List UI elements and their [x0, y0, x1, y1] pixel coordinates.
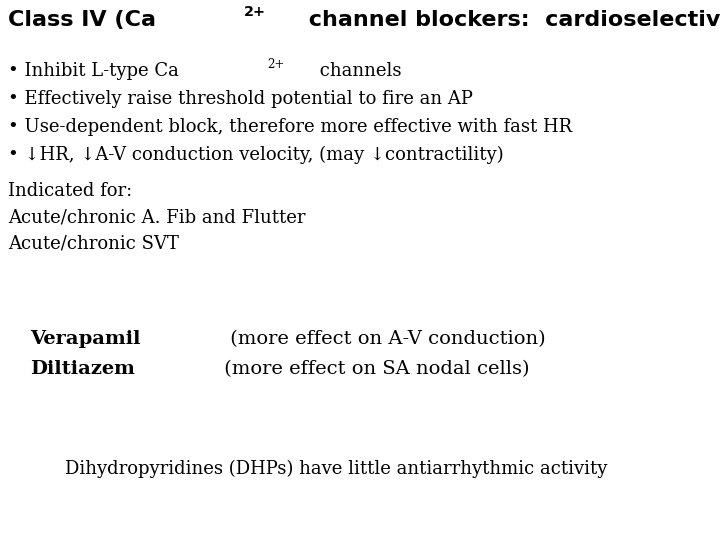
Text: 2+: 2+ — [244, 5, 266, 19]
Text: • Effectively raise threshold potential to fire an AP: • Effectively raise threshold potential … — [8, 90, 473, 108]
Text: Verapamil: Verapamil — [30, 330, 140, 348]
Text: • Inhibit L-type Ca: • Inhibit L-type Ca — [8, 62, 179, 80]
Text: channels: channels — [314, 62, 402, 80]
Text: 2+: 2+ — [267, 58, 284, 71]
Text: Diltiazem: Diltiazem — [30, 360, 135, 378]
Text: Indicated for:: Indicated for: — [8, 182, 132, 200]
Text: Acute/chronic A. Fib and Flutter: Acute/chronic A. Fib and Flutter — [8, 208, 305, 226]
Text: Acute/chronic SVT: Acute/chronic SVT — [8, 234, 179, 252]
Text: • Use-dependent block, therefore more effective with fast HR: • Use-dependent block, therefore more ef… — [8, 118, 572, 136]
Text: (more effect on A-V conduction): (more effect on A-V conduction) — [224, 330, 545, 348]
Text: Class IV (Ca: Class IV (Ca — [8, 10, 156, 30]
Text: Dihydropyridines (DHPs) have little antiarrhythmic activity: Dihydropyridines (DHPs) have little anti… — [65, 460, 608, 478]
Text: • ↓HR, ↓A-V conduction velocity, (may ↓contractility): • ↓HR, ↓A-V conduction velocity, (may ↓c… — [8, 146, 503, 164]
Text: channel blockers:  cardioselective): channel blockers: cardioselective) — [301, 10, 720, 30]
Text: (more effect on SA nodal cells): (more effect on SA nodal cells) — [218, 360, 530, 378]
